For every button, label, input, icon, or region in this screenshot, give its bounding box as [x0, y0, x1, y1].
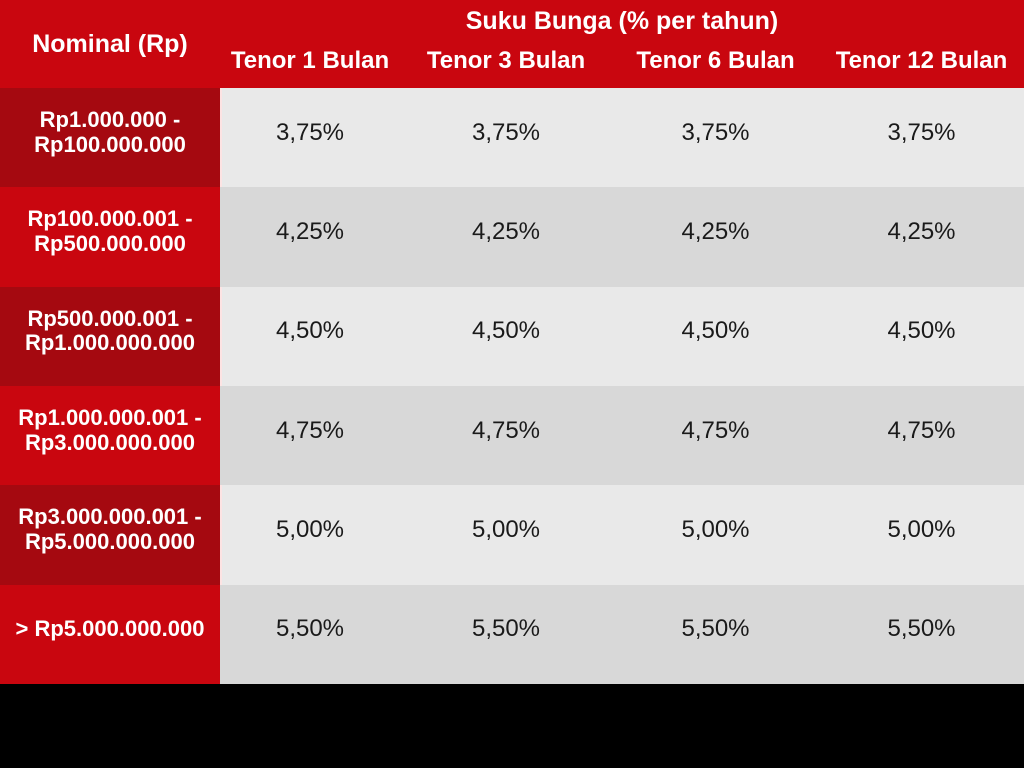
- row-label-nominal-range: Rp500.000.001 - Rp1.000.000.000: [0, 286, 220, 386]
- table-row: > Rp5.000.000.000 5,50% 5,50% 5,50% 5,50…: [0, 584, 1024, 684]
- rate-cell: 4,50%: [612, 286, 819, 386]
- rate-cell: 4,50%: [400, 286, 612, 386]
- table-row: Rp1.000.000.001 - Rp3.000.000.000 4,75% …: [0, 386, 1024, 486]
- row-label-nominal-range: > Rp5.000.000.000: [0, 584, 220, 684]
- table-header: Nominal (Rp) Suku Bunga (% per tahun) Te…: [0, 0, 1024, 88]
- column-header-tenor-3-bulan: Tenor 3 Bulan: [426, 47, 586, 74]
- rate-cell: 4,25%: [612, 187, 819, 287]
- rate-cell: 5,50%: [612, 584, 819, 684]
- rate-cell: 3,75%: [220, 88, 400, 188]
- rate-cell: 3,75%: [400, 88, 612, 188]
- rate-cell: 5,00%: [612, 485, 819, 585]
- rate-cell: 4,50%: [819, 286, 1024, 386]
- rate-cell: 4,75%: [819, 386, 1024, 486]
- rate-cell: 4,25%: [819, 187, 1024, 287]
- rate-cell: 4,75%: [400, 386, 612, 486]
- rate-cell: 3,75%: [819, 88, 1024, 188]
- column-header-tenor-1-bulan: Tenor 1 Bulan: [230, 47, 390, 74]
- rate-cell: 4,25%: [220, 187, 400, 287]
- rate-cell: 5,00%: [400, 485, 612, 585]
- table-row: Rp3.000.000.001 - Rp5.000.000.000 5,00% …: [0, 485, 1024, 585]
- rate-cell: 5,00%: [819, 485, 1024, 585]
- column-header-tenor-6-bulan: Tenor 6 Bulan: [636, 47, 795, 74]
- rate-cell: 5,50%: [220, 584, 400, 684]
- group-header-suku-bunga: Suku Bunga (% per tahun): [465, 7, 779, 35]
- black-footer-band: [0, 684, 1024, 768]
- rate-header-group: Suku Bunga (% per tahun) Tenor 1 Bulan T…: [220, 0, 1024, 88]
- tenor-header-row: Tenor 1 Bulan Tenor 3 Bulan Tenor 6 Bula…: [220, 36, 1024, 88]
- rate-cell: 4,75%: [220, 386, 400, 486]
- rate-cell: 5,00%: [220, 485, 400, 585]
- rate-cell: 4,25%: [400, 187, 612, 287]
- table-body: Rp1.000.000 - Rp100.000.000 3,75% 3,75% …: [0, 88, 1024, 684]
- table-row: Rp1.000.000 - Rp100.000.000 3,75% 3,75% …: [0, 88, 1024, 188]
- column-header-tenor-12-bulan: Tenor 12 Bulan: [835, 47, 1008, 74]
- rate-cell: 5,50%: [400, 584, 612, 684]
- row-label-nominal-range: Rp1.000.000 - Rp100.000.000: [0, 88, 220, 188]
- nominal-column-header: Nominal (Rp): [32, 29, 188, 58]
- row-label-nominal-range: Rp100.000.001 - Rp500.000.000: [0, 187, 220, 287]
- table-row: Rp500.000.001 - Rp1.000.000.000 4,50% 4,…: [0, 286, 1024, 386]
- row-label-nominal-range: Rp1.000.000.001 - Rp3.000.000.000: [0, 386, 220, 486]
- rate-cell: 4,75%: [612, 386, 819, 486]
- rate-cell: 3,75%: [612, 88, 819, 188]
- table-row: Rp100.000.001 - Rp500.000.000 4,25% 4,25…: [0, 187, 1024, 287]
- rate-cell: 4,50%: [220, 286, 400, 386]
- rate-cell: 5,50%: [819, 584, 1024, 684]
- row-label-nominal-range: Rp3.000.000.001 - Rp5.000.000.000: [0, 485, 220, 585]
